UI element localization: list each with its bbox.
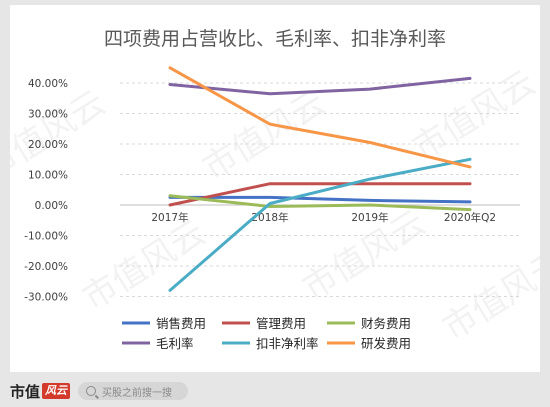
legend-label: 扣非净利率 (256, 336, 319, 351)
y-tick-label: -30.00% (24, 292, 68, 304)
legend-label: 财务费用 (361, 316, 411, 331)
y-tick-label: 20.00% (28, 139, 68, 151)
legend-label: 毛利率 (156, 336, 194, 351)
x-tick-label: 2018年 (251, 211, 288, 224)
brand-text: 市值 (10, 382, 41, 401)
x-tick-label: 2017年 (151, 211, 188, 224)
search-icon (86, 386, 96, 396)
series-line (168, 157, 472, 292)
footer-bar: 市值 风云 买股之前搜一搜 (0, 374, 550, 407)
x-tick-label: 2019年 (351, 211, 388, 224)
series-line (168, 66, 472, 169)
x-tick-label: 2020年Q2 (444, 211, 496, 224)
legend-label: 管理费用 (256, 316, 306, 331)
series-line (168, 194, 472, 212)
brand-logo[interactable]: 市值 风云 (10, 380, 71, 402)
series-line (168, 182, 472, 207)
y-tick-label: 0.00% (35, 200, 68, 212)
y-tick-label: -10.00% (24, 231, 68, 243)
search-placeholder: 买股之前搜一搜 (102, 387, 172, 399)
legend-label: 研发费用 (361, 336, 411, 351)
series-line (168, 195, 472, 204)
y-tick-label: 30.00% (28, 109, 68, 121)
series-line (168, 76, 472, 96)
watermark-text: 市值风云 (406, 63, 540, 169)
legend-label: 销售费用 (156, 316, 206, 331)
search-box[interactable]: 买股之前搜一搜 (78, 382, 188, 400)
y-tick-label: -20.00% (24, 261, 68, 273)
watermark-text: 市值风云 (196, 83, 333, 189)
chart-title: 四项费用占营收比、毛利率、扣非净利率 (104, 28, 446, 50)
y-tick-label: 40.00% (28, 78, 68, 90)
y-tick-label: 10.00% (28, 170, 68, 182)
watermark-text: 市值风云 (436, 243, 540, 349)
brand-badge: 风云 (42, 383, 71, 399)
chart-card: 市值风云 市值风云 市值风云 市值风云 市值风云 市值风云 四项费用占营收比、毛利率、扣非… (10, 5, 540, 372)
